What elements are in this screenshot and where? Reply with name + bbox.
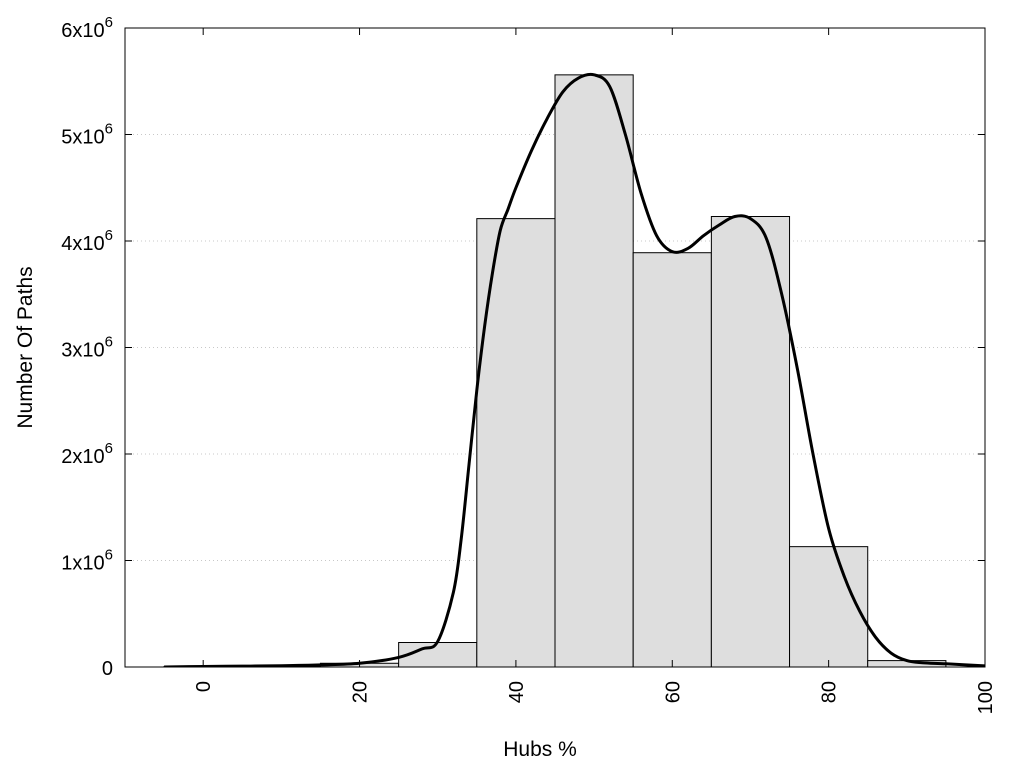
histogram-bars (163, 74, 947, 668)
histogram-bar (710, 216, 791, 668)
x-tick-label: 80 (819, 681, 841, 703)
histogram-bar (554, 74, 634, 668)
axis-ticks (125, 27, 986, 668)
x-axis-title: Hubs % (503, 738, 577, 761)
y-tick-label: 0 (102, 658, 113, 680)
y-tick-label: 3x106 (61, 334, 113, 362)
x-tick-label: 60 (662, 681, 684, 703)
x-tick-label: 20 (350, 681, 372, 703)
y-tick-label: 1x106 (61, 547, 113, 575)
histogram-bar (632, 252, 712, 668)
y-tick-label: 6x106 (61, 14, 113, 42)
y-tick-label: 2x106 (61, 440, 113, 468)
x-tick-label: 40 (506, 681, 528, 703)
x-tick-label: 0 (193, 681, 215, 692)
histogram-bar (789, 546, 869, 668)
density-curve (164, 72, 985, 667)
histogram-bar (476, 218, 556, 668)
y-tick-label: 5x106 (61, 121, 113, 149)
x-tick-label: 100 (975, 681, 997, 714)
tick-labels: 0 1x106 2x106 3x106 4x106 5x106 6x106 0 20 40 60 80… (61, 14, 997, 714)
y-tick-label: 4x106 (61, 227, 113, 255)
density-curve-layer (164, 72, 985, 667)
y-axis-title: Number Of Paths (14, 266, 37, 428)
